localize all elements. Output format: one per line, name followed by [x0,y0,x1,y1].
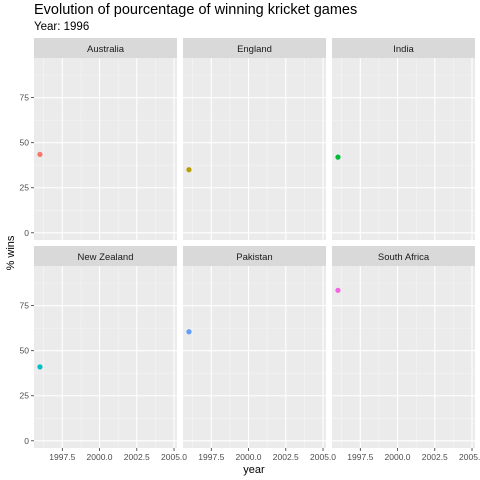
data-point-south-africa [335,287,341,293]
facet-label-australia: Australia [87,44,125,55]
panel-background-australia [34,58,177,240]
facet-strip-australia [34,38,177,58]
chart-subtitle: Year: 1996 [34,21,90,33]
x-axis-title: year [243,464,265,476]
x-tick-label: 1997.5 [198,452,224,462]
data-point-new-zealand [37,364,43,370]
data-point-india [335,154,341,160]
facet-label-england: England [237,44,272,55]
y-tick-label: 50 [20,346,30,356]
panel-background-india [332,58,475,240]
x-tick-label: 1997.5 [347,452,373,462]
facet-strip-new-zealand [34,246,177,266]
facet-label-india: India [393,44,414,55]
facet-strip-south-africa [332,246,475,266]
y-tick-label: 50 [20,138,30,148]
chart-title: Evolution of pourcentage of winning kric… [34,2,358,18]
y-tick-label: 75 [20,93,30,103]
x-tick-label: 2002.5 [422,452,448,462]
x-tick-label: 2000.0 [385,452,411,462]
x-tick-label: 2005.0 [161,452,187,462]
facet-strip-pakistan [183,246,326,266]
y-tick-label: 25 [20,391,30,401]
panel-background-pakistan [183,266,326,448]
facet-label-new-zealand: New Zealand [78,252,134,263]
facet-label-south-africa: South Africa [378,252,430,263]
x-tick-label: 2005.0 [459,452,480,462]
data-point-england [186,167,192,173]
data-point-pakistan [186,329,192,335]
facet-strip-england [183,38,326,58]
x-tick-label: 1997.5 [49,452,75,462]
x-tick-label: 2000.0 [236,452,262,462]
panel-background-south-africa [332,266,475,448]
x-tick-label: 2000.0 [87,452,113,462]
y-tick-label: 0 [24,228,29,238]
facet-label-pakistan: Pakistan [236,252,272,263]
facet-strip-india [332,38,475,58]
panel-background-new-zealand [34,266,177,448]
x-tick-label: 2002.5 [273,452,299,462]
y-tick-label: 25 [20,183,30,193]
data-point-australia [37,151,43,158]
y-tick-label: 75 [20,301,30,311]
x-tick-label: 2005.0 [310,452,336,462]
y-axis-title: % wins [5,235,17,270]
panel-background-england [183,58,326,240]
y-tick-label: 0 [24,436,29,446]
x-tick-label: 2002.5 [124,452,150,462]
